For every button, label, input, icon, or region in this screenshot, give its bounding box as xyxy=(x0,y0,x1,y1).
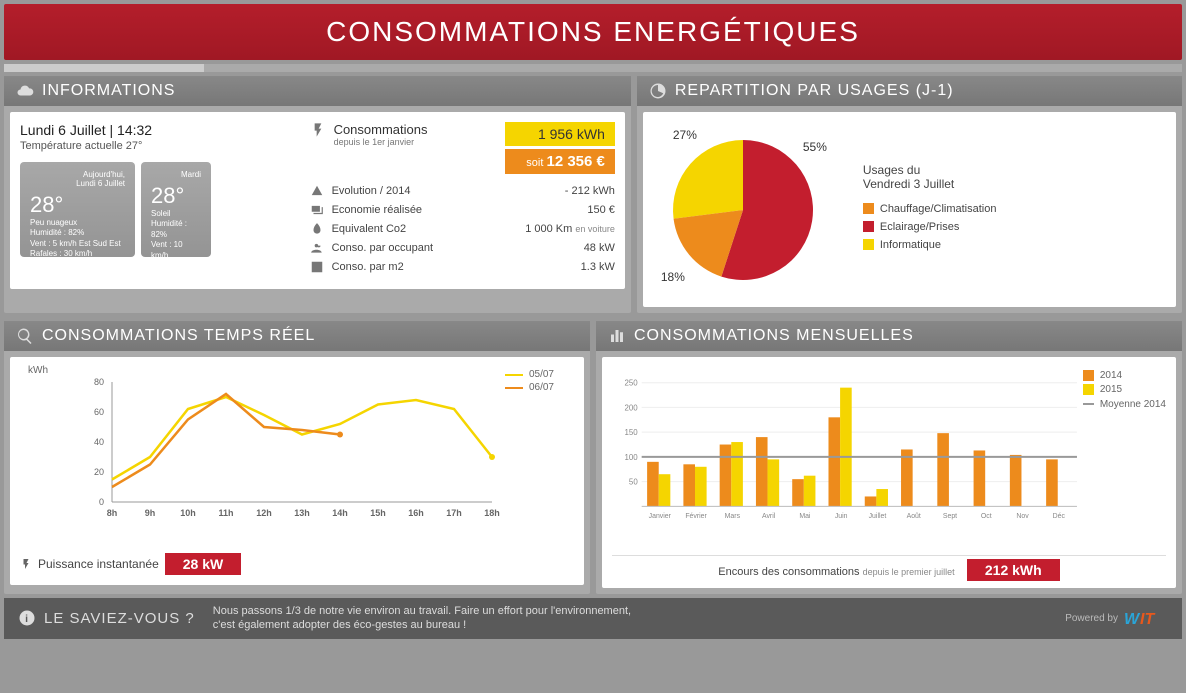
power-label: Puissance instantanée xyxy=(38,557,159,571)
svg-text:50: 50 xyxy=(629,478,638,487)
legend-item: 2014 xyxy=(1083,370,1166,381)
pie-pct-label: 55% xyxy=(803,140,827,154)
svg-text:Avril: Avril xyxy=(762,513,776,520)
svg-text:80: 80 xyxy=(94,377,104,387)
svg-text:Août: Août xyxy=(907,513,921,520)
weather-card: Mardi28°SoleilHumidité : 82%Vent : 10 km… xyxy=(141,162,211,257)
temp-label: Température actuelle 27° xyxy=(20,140,298,152)
svg-text:0: 0 xyxy=(99,497,104,507)
stat-row: Conso. par m21.3 kW xyxy=(310,260,615,274)
monthly-value: 212 kWh xyxy=(967,559,1060,581)
conso-title: Consommations xyxy=(334,122,497,137)
svg-text:40: 40 xyxy=(94,437,104,447)
svg-text:150: 150 xyxy=(625,428,639,437)
badge-kwh: 1 956 kWh xyxy=(505,122,615,146)
svg-text:Janvier: Janvier xyxy=(649,513,672,520)
panel-informations: INFORMATIONS Lundi 6 Juillet | 14:32 Tem… xyxy=(4,76,631,313)
svg-text:Juillet: Juillet xyxy=(869,513,887,520)
bar-chart: 50 100 150 200 250 Janvier Février Mars Avril Mai… xyxy=(612,367,1166,547)
svg-text:10h: 10h xyxy=(180,508,196,518)
panel-realtime: CONSOMMATIONS TEMPS RÉEL kWh 0204060808h… xyxy=(4,321,590,594)
info-icon: i xyxy=(18,609,36,627)
weather-card: Aujourd'hui,Lundi 6 Juillet28°Peu nuageu… xyxy=(20,162,135,257)
pie-subtitle: Usages duVendredi 3 Juillet xyxy=(863,163,1166,191)
panel-header: REPARTITION PAR USAGES (J-1) xyxy=(637,76,1182,106)
svg-text:17h: 17h xyxy=(446,508,462,518)
svg-text:Nov: Nov xyxy=(1016,513,1029,520)
svg-text:Juin: Juin xyxy=(835,513,848,520)
pie-pct-label: 27% xyxy=(673,128,697,142)
svg-text:11h: 11h xyxy=(218,508,233,518)
legend-item: Chauffage/Climatisation xyxy=(863,203,1166,215)
legend-item: 05/07 xyxy=(505,369,554,380)
panel-repartition: REPARTITION PAR USAGES (J-1) 27% 55% 18% U… xyxy=(637,76,1182,313)
power-value: 28 kW xyxy=(165,553,241,575)
svg-text:Oct: Oct xyxy=(981,513,992,520)
stat-row: Evolution / 2014- 212 kWh xyxy=(310,184,615,198)
svg-text:12h: 12h xyxy=(256,508,272,518)
svg-text:8h: 8h xyxy=(107,508,118,518)
svg-text:60: 60 xyxy=(94,407,104,417)
badge-eur: soit 12 356 € xyxy=(505,149,615,174)
panel-header: CONSOMMATIONS MENSUELLES xyxy=(596,321,1182,351)
cloud-icon xyxy=(16,82,34,100)
svg-text:Déc: Déc xyxy=(1053,513,1066,520)
svg-text:IT: IT xyxy=(1140,611,1155,628)
info-bar: i LE SAVIEZ-VOUS ? Nous passons 1/3 de n… xyxy=(4,598,1182,639)
svg-text:Mars: Mars xyxy=(725,513,741,520)
conso-sub: depuis le 1er janvier xyxy=(334,137,497,147)
search-icon xyxy=(16,327,34,345)
page-title: CONSOMMATIONS ENERGÉTIQUES xyxy=(4,4,1182,60)
bolt-icon xyxy=(20,558,32,570)
svg-text:15h: 15h xyxy=(370,508,386,518)
svg-text:14h: 14h xyxy=(332,508,348,518)
panel-header: INFORMATIONS xyxy=(4,76,631,106)
line-chart: kWh 0204060808h9h10h11h12h13h14h15h16h17… xyxy=(20,367,574,547)
svg-text:9h: 9h xyxy=(145,508,156,518)
monthly-footer-label: Encours des consommations xyxy=(718,566,862,578)
svg-text:250: 250 xyxy=(625,379,639,388)
legend-item: Moyenne 2014 xyxy=(1083,398,1166,410)
date-label: Lundi 6 Juillet | 14:32 xyxy=(20,122,298,138)
svg-text:18h: 18h xyxy=(484,508,500,518)
svg-text:100: 100 xyxy=(625,453,639,462)
svg-text:16h: 16h xyxy=(408,508,424,518)
legend-item: 2015 xyxy=(1083,384,1166,395)
svg-text:Sept: Sept xyxy=(943,513,957,520)
bolt-icon xyxy=(310,122,326,138)
pie-icon xyxy=(649,82,667,100)
panel-monthly: CONSOMMATIONS MENSUELLES 50 100 150 200 250 J… xyxy=(596,321,1182,594)
svg-text:200: 200 xyxy=(625,403,639,412)
pie-chart: 27% 55% 18% xyxy=(653,120,833,300)
legend-item: 06/07 xyxy=(505,382,554,393)
pie-pct-label: 18% xyxy=(661,270,685,284)
svg-text:13h: 13h xyxy=(294,508,310,518)
svg-text:Mai: Mai xyxy=(799,513,811,520)
svg-text:i: i xyxy=(25,613,29,625)
bars-icon xyxy=(608,327,626,345)
panel-header: CONSOMMATIONS TEMPS RÉEL xyxy=(4,321,590,351)
svg-text:20: 20 xyxy=(94,467,104,477)
wit-logo: WIT xyxy=(1124,608,1168,628)
svg-text:Février: Février xyxy=(685,513,707,520)
svg-text:W: W xyxy=(1124,611,1141,628)
legend-item: Eclairage/Prises xyxy=(863,221,1166,233)
stat-row: Economie réalisée150 € xyxy=(310,203,615,217)
stat-row: Conso. par occupant48 kW xyxy=(310,241,615,255)
legend-item: Informatique xyxy=(863,239,1166,251)
stat-row: Equivalent Co21 000 Km en voiture xyxy=(310,222,615,236)
progress-bar xyxy=(4,64,1182,72)
